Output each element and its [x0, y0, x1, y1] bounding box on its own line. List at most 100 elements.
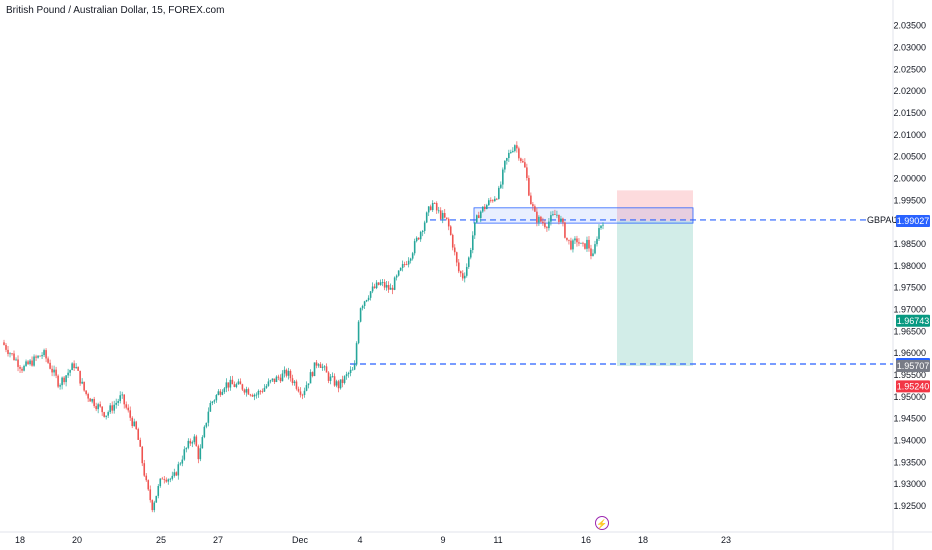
y-tick-label: 1.97500 [893, 283, 926, 293]
price-tag [896, 360, 930, 373]
candle-down [31, 360, 33, 366]
candle-up [475, 215, 478, 223]
candle-down [63, 377, 65, 383]
candle-down [21, 368, 23, 371]
y-tick-label: 1.98000 [893, 261, 926, 271]
candle-down [5, 344, 7, 350]
candle-down [233, 384, 236, 387]
candle-up [183, 449, 186, 460]
candle-up [115, 402, 117, 405]
candle-down [243, 389, 246, 393]
candle-up [177, 464, 180, 476]
candle-down [103, 412, 105, 417]
y-tick-label: 2.00500 [893, 152, 926, 162]
candle-up [331, 376, 334, 378]
y-tick-label: 1.95500 [893, 370, 926, 380]
candle-down [85, 390, 87, 394]
candle-down [457, 262, 460, 272]
candle-up [552, 214, 554, 216]
candle-up [335, 381, 338, 386]
candle-down [433, 202, 436, 204]
candle-up [81, 381, 83, 384]
y-tick-label: 2.01000 [893, 130, 926, 140]
candle-up [97, 404, 99, 410]
candle-up [514, 145, 516, 151]
candle-up [427, 206, 430, 213]
candle-down [145, 475, 148, 481]
candle-down [87, 393, 89, 399]
candle-down [129, 410, 132, 418]
candle-down [175, 472, 178, 476]
candle-down [189, 440, 192, 444]
candle-down [588, 239, 590, 249]
y-tick-label: 2.02500 [893, 64, 926, 74]
candle-up [209, 402, 212, 412]
stop-loss-zone[interactable] [617, 190, 693, 222]
candle-down [7, 349, 9, 354]
candle-down [391, 287, 394, 290]
candle-down [387, 285, 390, 290]
candle-up [556, 214, 558, 216]
candle-up [580, 242, 582, 244]
candle-up [133, 421, 136, 427]
candle-up [482, 206, 484, 212]
candle-down [35, 356, 37, 358]
candle-up [415, 237, 418, 242]
candle-up [287, 370, 290, 376]
candle-down [584, 243, 586, 249]
candle-down [449, 226, 452, 235]
candle-up [201, 437, 204, 449]
candle-down [19, 366, 21, 369]
candle-down [165, 479, 168, 482]
lightning-bolt-icon[interactable]: ⚡ [595, 516, 609, 530]
candle-down [403, 264, 406, 265]
candle-up [53, 369, 55, 373]
candle-down [49, 362, 51, 369]
candle-down [51, 368, 53, 373]
candle-up [61, 377, 63, 386]
x-tick-label: 18 [638, 535, 648, 545]
candle-down [273, 378, 276, 382]
candle-up [548, 221, 550, 229]
candle-up [351, 369, 354, 371]
candle-down [461, 273, 464, 279]
y-tick-label: 1.93000 [893, 479, 926, 489]
x-tick-label: Dec [292, 535, 309, 545]
take-profit-zone[interactable] [617, 221, 693, 367]
price-tag-label: 1.96743 [897, 316, 930, 326]
candle-down [95, 406, 97, 410]
candle-down [562, 218, 564, 223]
candle-up [29, 360, 31, 365]
candle-up [43, 350, 45, 356]
supply-zone-box[interactable] [473, 207, 694, 224]
candle-up [381, 282, 384, 283]
candle-down [299, 391, 302, 395]
x-tick-label: 16 [581, 535, 591, 545]
candle-up [185, 447, 188, 450]
candle-down [327, 372, 330, 381]
candle-down [77, 366, 79, 371]
candle-down [161, 478, 164, 480]
y-tick-label: 1.94000 [893, 436, 926, 446]
price-tag-label: 1.95240 [897, 381, 930, 391]
candle-up [159, 478, 162, 487]
x-tick-label: 27 [213, 535, 223, 545]
candle-down [295, 381, 298, 389]
candle-up [349, 369, 352, 374]
candle-down [241, 384, 244, 390]
candle-down [127, 407, 130, 411]
candle-up [574, 238, 576, 241]
candle-up [293, 381, 296, 384]
candle-down [285, 369, 288, 376]
candle-down [558, 214, 560, 222]
candle-up [223, 388, 226, 392]
candle-up [107, 412, 109, 416]
candle-down [522, 161, 524, 163]
candle-up [592, 253, 594, 257]
candle-down [564, 222, 566, 238]
candle-up [271, 378, 274, 381]
candle-down [279, 377, 282, 382]
candle-up [171, 475, 174, 479]
